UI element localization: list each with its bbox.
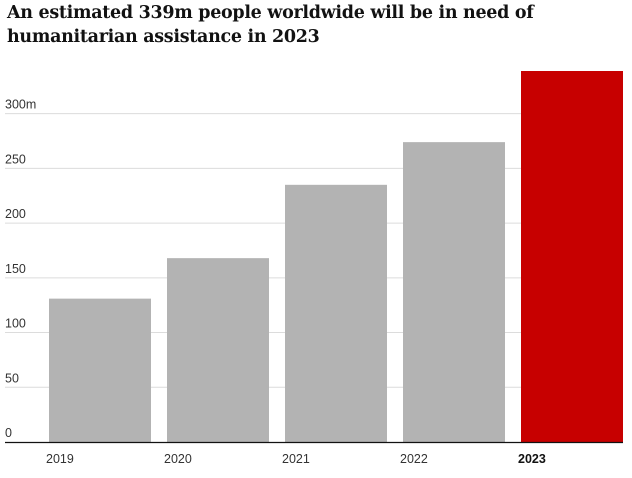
y-tick-label: 300m bbox=[5, 98, 36, 112]
y-tick-label: 200 bbox=[5, 207, 26, 221]
bar-2019 bbox=[49, 298, 151, 442]
x-tick-label: 2019 bbox=[46, 452, 74, 466]
x-tick-label: 2022 bbox=[400, 452, 428, 466]
x-axis-labels: 2019 2020 2021 2022 2023 bbox=[46, 452, 546, 466]
x-tick-label: 2023 bbox=[518, 452, 546, 466]
bar-2021 bbox=[285, 184, 387, 442]
y-tick-label: 50 bbox=[5, 371, 19, 385]
y-axis-labels: 0 50 100 150 200 250 300m bbox=[5, 98, 36, 440]
chart-title: An estimated 339m people worldwide will … bbox=[7, 3, 534, 47]
bar-2022 bbox=[403, 142, 505, 443]
bars bbox=[49, 71, 623, 443]
bar-2020 bbox=[167, 258, 269, 442]
y-tick-label: 100 bbox=[5, 317, 26, 331]
bar-2023 bbox=[521, 71, 623, 442]
y-tick-label: 250 bbox=[5, 152, 26, 166]
y-tick-label: 0 bbox=[5, 426, 12, 440]
x-tick-label: 2020 bbox=[164, 452, 192, 466]
y-tick-label: 150 bbox=[5, 262, 26, 276]
x-tick-label: 2021 bbox=[282, 452, 310, 466]
